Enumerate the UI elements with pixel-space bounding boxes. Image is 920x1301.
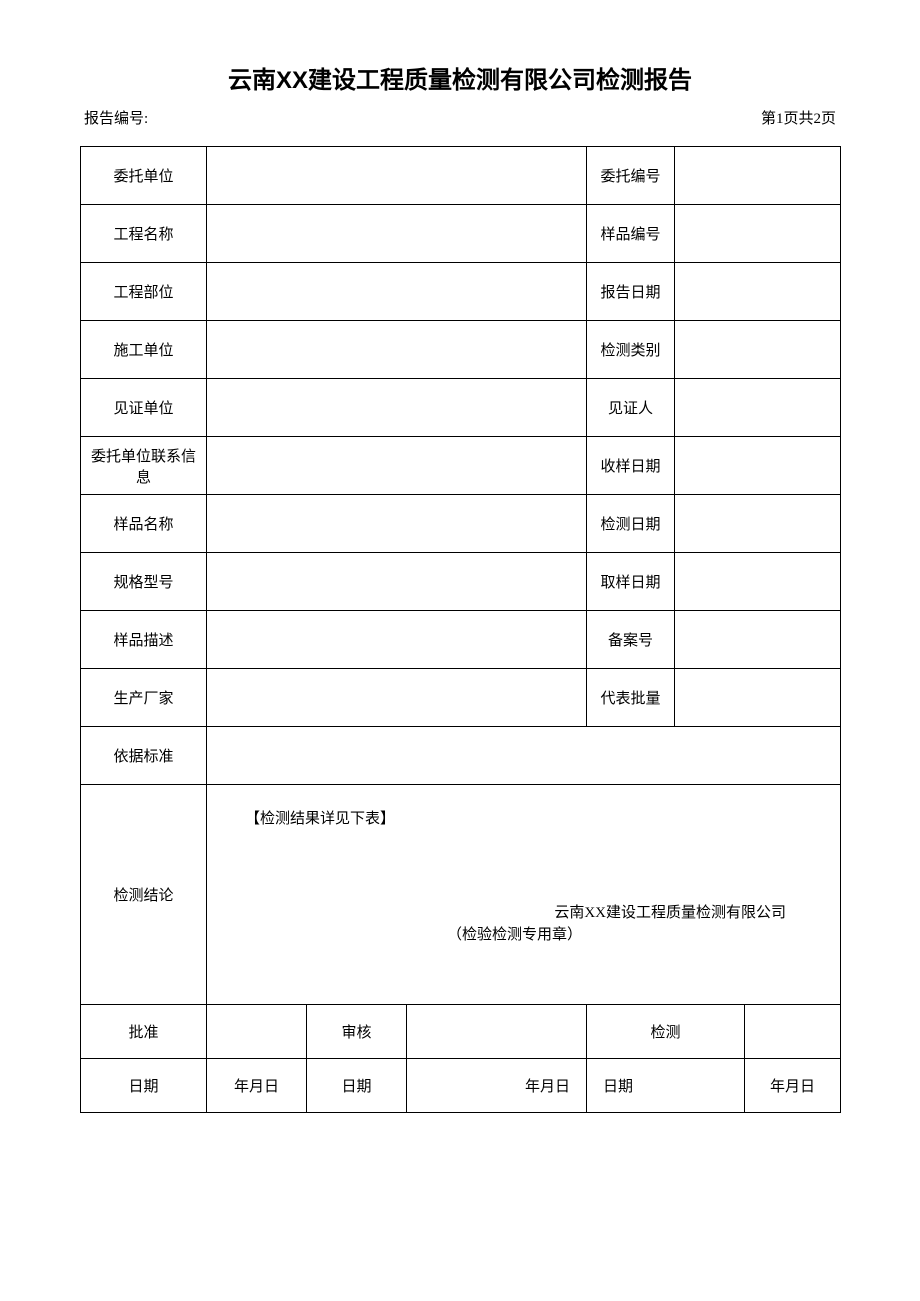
label-sample-no: 样品编号: [587, 205, 675, 263]
conclusion-company: 云南XX建设工程质量检测有限公司: [554, 901, 786, 922]
value-review: [407, 1005, 587, 1059]
label-conclusion: 检测结论: [81, 785, 207, 1005]
table-row: 规格型号 取样日期: [81, 553, 841, 611]
label-receive-date: 收样日期: [587, 437, 675, 495]
label-witness-person: 见证人: [587, 379, 675, 437]
value-sample-desc: [207, 611, 587, 669]
value-project-part: [207, 263, 587, 321]
label-manufacturer: 生产厂家: [81, 669, 207, 727]
label-project-part: 工程部位: [81, 263, 207, 321]
conclusion-see-below: 【检测结果详见下表】: [245, 807, 820, 828]
label-standard: 依据标准: [81, 727, 207, 785]
label-rep-batch: 代表批量: [587, 669, 675, 727]
table-row: 依据标准: [81, 727, 841, 785]
value-witness-unit: [207, 379, 587, 437]
value-construction-unit: [207, 321, 587, 379]
value-approve: [207, 1005, 307, 1059]
label-construction-unit: 施工单位: [81, 321, 207, 379]
value-witness-person: [675, 379, 841, 437]
value-receive-date: [675, 437, 841, 495]
signature-dates-row: 日期 年月日 日期 年月日 日期 年月日: [81, 1059, 841, 1113]
table-row: 委托单位 委托编号: [81, 147, 841, 205]
label-sample-desc: 样品描述: [81, 611, 207, 669]
table-row: 样品描述 备案号: [81, 611, 841, 669]
label-date-1: 日期: [81, 1059, 207, 1113]
label-date-3: 日期: [587, 1059, 745, 1113]
value-date-1: 年月日: [207, 1059, 307, 1113]
value-sampling-date: [675, 553, 841, 611]
label-approve: 批准: [81, 1005, 207, 1059]
conclusion-row: 检测结论 【检测结果详见下表】 云南XX建设工程质量检测有限公司 （检验检测专用…: [81, 785, 841, 1005]
label-sample-name: 样品名称: [81, 495, 207, 553]
document-title: 云南XX建设工程质量检测有限公司检测报告: [80, 60, 840, 95]
label-witness-unit: 见证单位: [81, 379, 207, 437]
table-row: 施工单位 检测类别: [81, 321, 841, 379]
conclusion-seal: （检验检测专用章）: [447, 923, 582, 944]
table-row: 工程部位 报告日期: [81, 263, 841, 321]
table-row: 工程名称 样品编号: [81, 205, 841, 263]
value-record-no: [675, 611, 841, 669]
value-report-date: [675, 263, 841, 321]
report-number-label: 报告编号:: [84, 107, 148, 128]
value-spec-model: [207, 553, 587, 611]
label-test-category: 检测类别: [587, 321, 675, 379]
value-entrust-no: [675, 147, 841, 205]
conclusion-cell: 【检测结果详见下表】 云南XX建设工程质量检测有限公司 （检验检测专用章）: [207, 785, 841, 1005]
table-row: 委托单位联系信息 收样日期: [81, 437, 841, 495]
label-review: 审核: [307, 1005, 407, 1059]
label-contact-info: 委托单位联系信息: [81, 437, 207, 495]
value-test-date: [675, 495, 841, 553]
label-project-name: 工程名称: [81, 205, 207, 263]
value-standard: [207, 727, 841, 785]
header-row: 报告编号: 第1页共2页: [80, 107, 840, 128]
label-report-date: 报告日期: [587, 263, 675, 321]
value-contact-info: [207, 437, 587, 495]
label-date-2: 日期: [307, 1059, 407, 1113]
label-spec-model: 规格型号: [81, 553, 207, 611]
value-entrust-unit: [207, 147, 587, 205]
label-test-date: 检测日期: [587, 495, 675, 553]
value-project-name: [207, 205, 587, 263]
label-record-no: 备案号: [587, 611, 675, 669]
value-rep-batch: [675, 669, 841, 727]
value-manufacturer: [207, 669, 587, 727]
label-test: 检测: [587, 1005, 745, 1059]
table-row: 样品名称 检测日期: [81, 495, 841, 553]
page-info: 第1页共2页: [761, 107, 836, 128]
value-test-category: [675, 321, 841, 379]
label-entrust-no: 委托编号: [587, 147, 675, 205]
value-sample-name: [207, 495, 587, 553]
table-row: 生产厂家 代表批量: [81, 669, 841, 727]
label-entrust-unit: 委托单位: [81, 147, 207, 205]
report-table: 委托单位 委托编号 工程名称 样品编号 工程部位 报告日期 施工单位 检测类别 …: [80, 146, 841, 1113]
value-sample-no: [675, 205, 841, 263]
value-date-2: 年月日: [407, 1059, 587, 1113]
value-test: [745, 1005, 841, 1059]
signature-labels-row: 批准 审核 检测: [81, 1005, 841, 1059]
value-date-3: 年月日: [745, 1059, 841, 1113]
table-row: 见证单位 见证人: [81, 379, 841, 437]
label-sampling-date: 取样日期: [587, 553, 675, 611]
